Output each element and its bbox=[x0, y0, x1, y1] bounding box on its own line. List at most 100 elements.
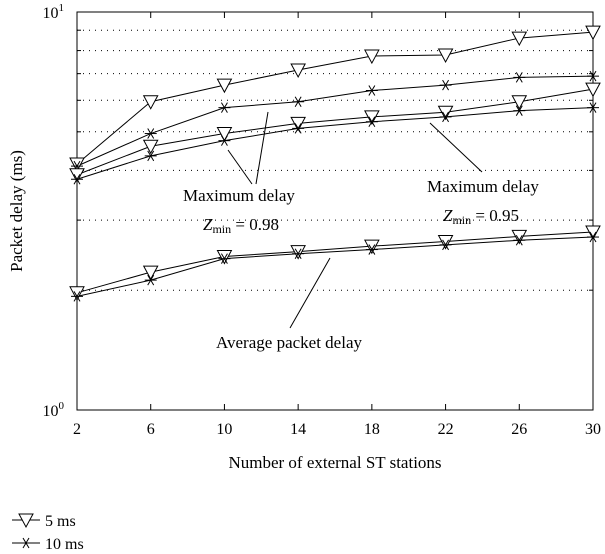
triangle-marker bbox=[437, 105, 454, 121]
asterisk-marker bbox=[439, 239, 452, 251]
annot-average: Average packet delay bbox=[216, 257, 362, 352]
asterisk-marker bbox=[587, 231, 599, 243]
triangle-marker bbox=[142, 139, 159, 155]
asterisk-stroke bbox=[294, 248, 302, 259]
series-line-2 bbox=[76, 88, 594, 176]
legend: 5 ms 10 ms bbox=[12, 513, 84, 553]
asterisk-stroke bbox=[147, 150, 155, 162]
triangle-marker bbox=[364, 110, 380, 125]
x-tick-label: 14 bbox=[290, 421, 306, 438]
asterisk-stroke bbox=[442, 111, 450, 123]
asterisk-stroke bbox=[589, 102, 597, 113]
annot-max-095-arrow bbox=[429, 122, 483, 173]
annot-max-098-arrow-1 bbox=[227, 149, 253, 185]
asterisk-stroke bbox=[147, 274, 155, 286]
asterisk-marker bbox=[513, 72, 526, 83]
annot-max-095-line1: Maximum delay bbox=[427, 177, 539, 196]
asterisk-marker bbox=[218, 253, 231, 264]
series-line-3 bbox=[76, 107, 594, 180]
triangle-marker bbox=[216, 127, 233, 142]
triangle-marker bbox=[69, 157, 85, 173]
asterisk-marker bbox=[365, 244, 378, 255]
asterisk-marker bbox=[365, 116, 378, 127]
triangle-marker bbox=[437, 235, 454, 250]
asterisk-stroke bbox=[589, 70, 597, 82]
asterisk-marker bbox=[71, 291, 83, 302]
asterisk-marker bbox=[292, 123, 305, 134]
asterisk-stroke bbox=[442, 79, 450, 91]
triangle-marker bbox=[585, 25, 601, 41]
triangle-marker bbox=[216, 78, 233, 94]
x-axis-title: Number of external ST stations bbox=[228, 453, 441, 472]
series-line-1 bbox=[76, 75, 594, 167]
triangle-marker bbox=[290, 116, 306, 132]
asterisk-marker bbox=[365, 85, 378, 96]
asterisk-marker bbox=[292, 96, 305, 107]
triangle-marker bbox=[511, 31, 528, 47]
asterisk-marker bbox=[218, 135, 231, 146]
annot-max-095: Maximum delay Zmin = 0.95 bbox=[427, 122, 539, 227]
asterisk-marker bbox=[439, 79, 452, 91]
series-lines bbox=[76, 31, 594, 297]
triangle-marker bbox=[290, 63, 306, 79]
series-line-5 bbox=[76, 236, 594, 297]
series-markers bbox=[69, 25, 601, 302]
asterisk-stroke bbox=[368, 244, 376, 255]
asterisk-marker bbox=[144, 150, 157, 162]
triangle-marker bbox=[69, 286, 85, 301]
triangle-marker bbox=[364, 239, 380, 255]
asterisk-stroke bbox=[515, 105, 523, 116]
triangle-marker bbox=[142, 265, 159, 281]
asterisk-marker bbox=[587, 70, 599, 82]
annot-max-095-line2: Zmin = 0.95 bbox=[443, 206, 519, 227]
triangle-marker bbox=[585, 225, 601, 241]
annot-max-098-arrow-2 bbox=[255, 111, 269, 185]
legend-label-5ms: 5 ms bbox=[45, 513, 76, 530]
asterisk-marker bbox=[513, 234, 526, 246]
series-line-0 bbox=[76, 31, 594, 165]
x-tick-label: 26 bbox=[511, 421, 527, 438]
asterisk-stroke bbox=[294, 123, 302, 134]
triangle-marker bbox=[437, 48, 454, 64]
triangle-marker bbox=[585, 82, 601, 98]
asterisk-marker bbox=[513, 105, 526, 116]
asterisk-marker bbox=[144, 128, 157, 139]
legend-asterisk-marker bbox=[20, 537, 32, 549]
asterisk-stroke bbox=[368, 85, 376, 96]
y-tick-label: 101 bbox=[43, 2, 65, 22]
legend-label-10ms: 10 ms bbox=[45, 536, 84, 553]
annot-max-098-line1: Maximum delay bbox=[183, 186, 295, 205]
triangle-marker bbox=[69, 168, 85, 183]
plot-frame bbox=[76, 11, 594, 411]
x-tick-label: 2 bbox=[73, 421, 81, 438]
asterisk-marker bbox=[71, 173, 83, 185]
annot-average-text: Average packet delay bbox=[216, 333, 362, 352]
y-axis-title: Packet delay (ms) bbox=[7, 150, 26, 272]
asterisk-stroke bbox=[442, 239, 450, 251]
x-tick-label: 30 bbox=[585, 421, 601, 438]
asterisk-stroke bbox=[589, 231, 597, 243]
asterisk-stroke bbox=[220, 102, 228, 113]
asterisk-stroke bbox=[294, 96, 302, 107]
legend-item-10ms: 10 ms bbox=[12, 536, 84, 553]
legend-item-5ms: 5 ms bbox=[12, 513, 76, 530]
triangle-marker bbox=[290, 245, 306, 260]
asterisk-stroke bbox=[73, 291, 81, 302]
asterisk-marker bbox=[292, 248, 305, 259]
asterisk-stroke bbox=[515, 234, 523, 246]
legend-triangle-marker bbox=[18, 513, 34, 529]
asterisk-stroke bbox=[73, 173, 81, 185]
asterisk-marker bbox=[439, 111, 452, 123]
asterisk-stroke bbox=[220, 135, 228, 146]
annot-average-arrow bbox=[289, 257, 331, 329]
triangle-marker bbox=[364, 49, 380, 65]
triangle-marker bbox=[142, 95, 159, 110]
triangle-marker bbox=[216, 250, 233, 265]
grid-lines bbox=[77, 29, 593, 291]
triangle-marker bbox=[511, 95, 528, 110]
x-tick-label: 22 bbox=[438, 421, 454, 438]
asterisk-marker bbox=[144, 274, 157, 286]
annot-max-098: Maximum delay Zmin = 0.98 bbox=[183, 111, 295, 236]
asterisk-stroke bbox=[515, 72, 523, 83]
